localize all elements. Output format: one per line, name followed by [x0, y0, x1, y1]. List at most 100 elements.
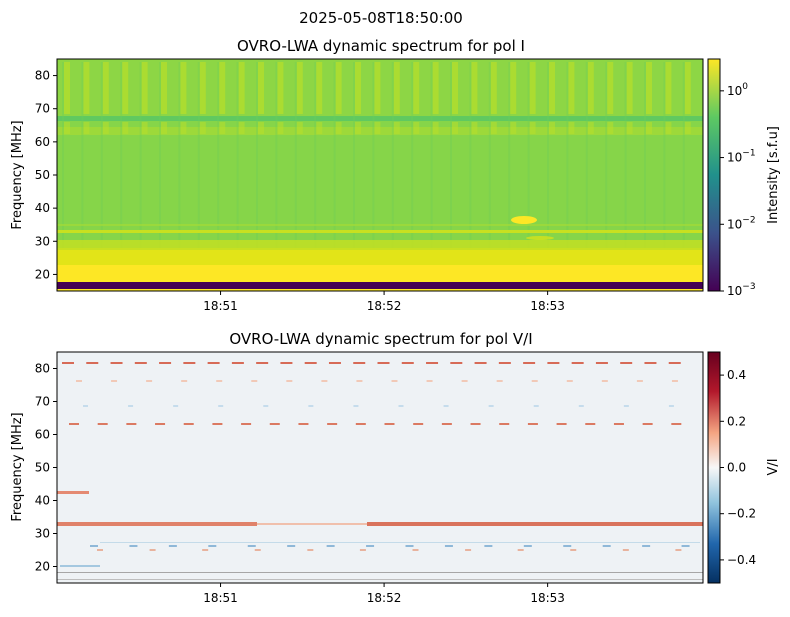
spectrum-stripe — [469, 62, 472, 262]
polarization-dash — [671, 380, 678, 382]
polarization-dash — [202, 549, 209, 551]
polarization-dash — [527, 423, 538, 425]
y-axis-label: Frequency [MHz] — [10, 120, 25, 229]
polarization-dash — [556, 423, 567, 425]
polarization-dash — [620, 362, 633, 364]
polarization-dash — [231, 362, 244, 364]
y-tick-label: 80 — [35, 362, 50, 376]
y-tick-label: 50 — [35, 168, 50, 182]
spectrum-stripe — [238, 62, 245, 114]
spectrum-stripe — [626, 62, 633, 114]
polarization-dash — [321, 380, 328, 382]
spectrum-stripe — [411, 62, 414, 262]
spectrum-stripe — [83, 122, 90, 134]
spectrum-stripe — [217, 62, 220, 262]
spectrum-stripe — [452, 122, 458, 134]
colorbar-tick-label: −0.4 — [727, 553, 756, 567]
spectrum-stripe — [646, 62, 652, 114]
polarization-dash — [241, 423, 252, 425]
polarization-dash — [470, 423, 481, 425]
spectrum-stripe — [450, 62, 452, 262]
polarization-dash — [671, 423, 682, 425]
polarization-dash — [668, 362, 681, 364]
polarization-dash — [412, 549, 419, 551]
polarization-dash — [256, 362, 269, 364]
spectrum-stripe — [510, 62, 517, 114]
chart-title: OVRO-LWA dynamic spectrum for pol I — [237, 37, 525, 55]
x-tick-label: 18:52 — [367, 591, 402, 605]
polarization-dash — [149, 549, 156, 551]
bright-band-core — [57, 265, 703, 282]
colorbar-tick-label: 0.4 — [727, 368, 746, 382]
colorbar-ticks: 10−3 10−2 10−1 100 — [720, 82, 756, 298]
spectrum-stripe — [275, 62, 278, 262]
polarization-dash — [623, 405, 629, 407]
polarization-dash — [207, 362, 220, 364]
colorbar-tick-label: 10−2 — [727, 215, 756, 231]
polarization-dash — [287, 545, 296, 547]
heatmap-background — [57, 352, 703, 583]
polarization-dash — [441, 423, 452, 425]
spectrum-stripe — [141, 62, 148, 114]
spectrum-stripe — [568, 122, 575, 134]
spectrum-stripe — [333, 62, 336, 262]
spectrum-stripe — [102, 62, 109, 114]
x-axis: 18:51 18:52 18:53 — [203, 291, 565, 313]
polarization-dash — [128, 405, 134, 407]
polarization-dash — [129, 545, 138, 547]
spectrum-stripe — [646, 122, 652, 134]
spectrum-stripe — [81, 62, 84, 262]
colorbar-tick-label: 10−3 — [727, 282, 756, 298]
polarization-dash — [168, 545, 177, 547]
polarization-dash — [384, 423, 395, 425]
band-35mhz — [57, 224, 703, 226]
spectrum-stripe — [663, 62, 666, 262]
spectrum-stripe — [624, 62, 627, 262]
spectrum-stripe — [219, 122, 226, 134]
spectrum-stripe — [374, 122, 381, 134]
polarization-dash — [517, 549, 524, 551]
spectrum-stripe — [413, 122, 420, 134]
x-tick-label: 18:53 — [530, 591, 565, 605]
polarization-dash — [523, 362, 536, 364]
polarization-dash — [601, 380, 608, 382]
spectrum-stripe — [665, 62, 672, 114]
spectrum-stripe — [238, 122, 245, 134]
band-66mhz — [57, 116, 703, 121]
polarization-dash — [111, 380, 118, 382]
spectrum-stripe — [587, 62, 594, 114]
red-band-mid — [257, 523, 367, 525]
polarization-dash — [450, 362, 463, 364]
polarization-dash — [566, 380, 573, 382]
blue-20mhz — [60, 565, 100, 567]
spectrum-stripe — [139, 62, 142, 262]
spectrum-stripe — [566, 62, 569, 262]
polarization-dash — [208, 545, 217, 547]
polarization-dash — [263, 405, 269, 407]
spectrum-stripe — [490, 62, 497, 114]
periodic-stripes — [62, 62, 703, 262]
colorbar-tick-label: −0.2 — [727, 507, 756, 521]
colorbar-tick-label: 0.2 — [727, 414, 746, 428]
spectrum-stripe — [587, 122, 594, 134]
spectrum-stripe — [355, 62, 361, 114]
spectrum-stripe — [452, 62, 458, 114]
polarization-dash — [366, 545, 375, 547]
spectrum-stripe — [180, 122, 187, 134]
polarization-dash — [353, 405, 359, 407]
spectrum-stripe — [296, 122, 303, 134]
polarization-dash — [326, 545, 335, 547]
polarization-dash — [247, 545, 256, 547]
colorbar-tick-label: 100 — [727, 82, 748, 98]
polarization-dash — [254, 549, 261, 551]
spectrum-stripe — [605, 62, 608, 262]
spectrum-stripe — [607, 62, 614, 114]
spectrum-stripe — [372, 62, 375, 262]
spectrum-stripe — [180, 62, 187, 114]
polarization-dash — [97, 423, 108, 425]
polarization-dash — [76, 380, 82, 382]
spectrum-stripe — [219, 62, 226, 114]
polarization-dash — [398, 405, 404, 407]
spectrum-stripe — [607, 122, 614, 134]
